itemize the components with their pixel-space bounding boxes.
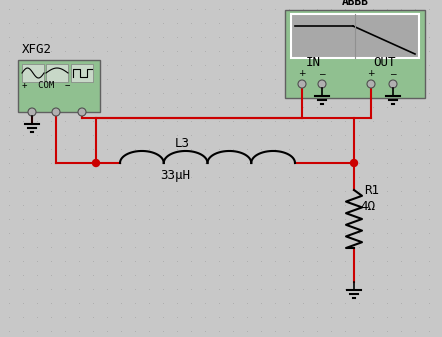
Bar — [46, 64, 68, 82]
Text: −: − — [389, 69, 397, 78]
Text: R1: R1 — [364, 184, 379, 197]
Text: IN: IN — [305, 56, 320, 69]
Circle shape — [92, 159, 99, 166]
Bar — [285, 10, 425, 98]
Circle shape — [318, 80, 326, 88]
Text: 4Ω: 4Ω — [360, 200, 375, 213]
Text: +: + — [367, 69, 375, 78]
Text: +  COM  −: + COM − — [22, 81, 70, 90]
Text: 33μH: 33μH — [160, 169, 190, 182]
Text: L3: L3 — [175, 137, 190, 150]
Circle shape — [298, 80, 306, 88]
Text: ABBB: ABBB — [342, 0, 369, 7]
Bar — [71, 64, 93, 82]
Text: OUT: OUT — [374, 56, 396, 69]
Circle shape — [52, 108, 60, 116]
Circle shape — [367, 80, 375, 88]
Text: +: + — [298, 69, 306, 78]
Text: −: − — [318, 69, 326, 78]
Circle shape — [28, 108, 36, 116]
Bar — [18, 60, 100, 112]
Bar — [22, 64, 44, 82]
Circle shape — [78, 108, 86, 116]
Text: XFG2: XFG2 — [22, 43, 52, 56]
Circle shape — [389, 80, 397, 88]
Circle shape — [351, 159, 358, 166]
Bar — [291, 14, 419, 58]
